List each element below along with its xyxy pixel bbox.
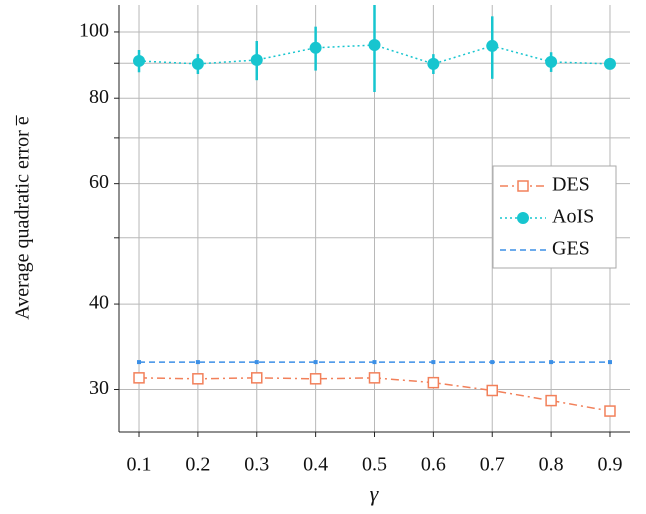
marker [486,39,499,52]
marker [545,55,558,68]
marker [191,57,204,70]
x-tick-label: 0.6 [421,454,446,476]
marker [250,53,263,66]
x-tick-label: 0.3 [244,454,269,476]
x-tick-label: 0.2 [185,454,210,476]
marker [372,360,377,365]
legend-label: DES [552,174,590,196]
y-tick-label: 80 [89,86,109,108]
y-tick-label: 60 [89,171,109,193]
marker [545,394,557,407]
marker [486,384,498,397]
marker [133,372,145,384]
x-axis-label: γ [370,481,380,506]
marker [490,360,495,365]
x-tick-label: 0.5 [362,454,387,476]
marker [137,360,142,365]
marker [192,373,204,385]
x-tick-label: 0.4 [303,454,328,476]
marker [603,57,616,70]
legend: DES AoIS GES [492,165,617,269]
x-tick-label: 0.8 [539,454,564,476]
marker [431,360,436,365]
marker [195,360,200,365]
marker [517,212,529,224]
marker [133,54,146,67]
marker [254,360,259,365]
marker [607,360,612,365]
x-tick-label: 0.7 [480,454,505,476]
y-tick-label: 40 [89,292,109,314]
marker [549,360,554,365]
marker [368,39,381,52]
marker [313,360,318,365]
legend-label: AoIS [552,206,594,228]
x-tick-label: 0.9 [597,454,622,476]
marker [251,372,263,384]
marker [517,180,529,192]
legend-label: GES [552,238,590,260]
x-tick-label: 0.1 [127,454,152,476]
marker [427,376,440,389]
marker [309,373,322,385]
y-tick-label: 100 [79,20,109,42]
marker [368,372,381,384]
marker [427,57,440,70]
plot-area [133,5,616,417]
marker [604,405,616,417]
legend-box [492,165,617,269]
y-tick-label: 30 [89,377,109,399]
y-axis-label: Average quadratic error e̅ [12,114,34,319]
marker [309,41,322,54]
